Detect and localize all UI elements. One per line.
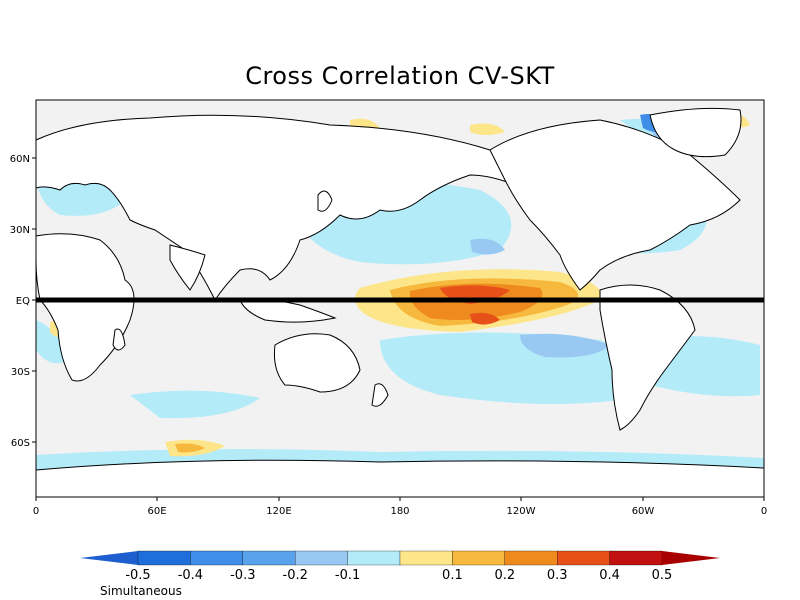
- lon-label-60w: 60W: [632, 506, 655, 517]
- colorbar-segment: [347, 550, 401, 566]
- land-masses: [35, 107, 765, 498]
- lon-label-60e: 60E: [147, 506, 166, 517]
- madagascar: [112, 328, 126, 351]
- colorbar-segment: [399, 550, 453, 566]
- colorbar-segment: [452, 550, 505, 566]
- colorbar-label: -0.5: [125, 568, 150, 583]
- colorbar: -0.5 -0.4 -0.3 -0.2 -0.1 0.1 0.2 0.3 0.4 0.5: [80, 550, 720, 583]
- colorbar-label: 0.2: [494, 568, 515, 583]
- colorbar-label: 0.1: [442, 568, 463, 583]
- australia: [274, 333, 361, 393]
- africa: [35, 233, 135, 382]
- map-title: Cross Correlation CV-SKT: [245, 62, 555, 90]
- japan: [317, 190, 333, 212]
- colorbar-segment: [557, 550, 610, 566]
- colorbar-label: -0.3: [230, 568, 255, 583]
- antarctica: [35, 459, 765, 498]
- colorbar-label: -0.1: [335, 568, 360, 583]
- greenland: [649, 107, 742, 158]
- colorbar-label: 0.5: [652, 568, 673, 583]
- colorbar-label: 0.3: [547, 568, 568, 583]
- colorbar-segment: [190, 550, 243, 566]
- colorbar-segment: [609, 550, 663, 566]
- lat-label-30s: 30S: [11, 367, 30, 378]
- lat-label-60n: 60N: [10, 154, 30, 165]
- lon-label-120e: 120E: [266, 506, 291, 517]
- lat-label-30n: 30N: [10, 225, 30, 236]
- north-america: [489, 119, 741, 291]
- colorbar-label: -0.2: [283, 568, 308, 583]
- lat-axis: 60N 30N EQ 30S 60S: [10, 154, 36, 449]
- eurasia: [35, 114, 517, 301]
- new-zealand: [371, 383, 389, 407]
- colorbar-segment: [242, 550, 296, 566]
- colorbar-segment: [504, 550, 558, 566]
- lon-label-180: 180: [390, 506, 409, 517]
- colorbar-label: -0.4: [178, 568, 203, 583]
- south-america: [599, 284, 696, 431]
- caption: Simultaneous: [100, 584, 182, 598]
- lat-label-eq: EQ: [16, 296, 30, 307]
- colorbar-segment: [295, 550, 348, 566]
- india: [169, 244, 206, 291]
- colorbar-low-arrow: [80, 551, 138, 565]
- colorbar-segment: [137, 550, 191, 566]
- lon-axis: 0 60E 120E 180 120W 60W 0: [33, 497, 767, 517]
- lat-label-60s: 60S: [11, 438, 30, 449]
- lon-label-0-end: 0: [761, 506, 767, 517]
- lon-label-0: 0: [33, 506, 39, 517]
- colorbar-high-arrow: [662, 551, 720, 565]
- colorbar-label: 0.4: [599, 568, 620, 583]
- lon-label-120w: 120W: [507, 506, 536, 517]
